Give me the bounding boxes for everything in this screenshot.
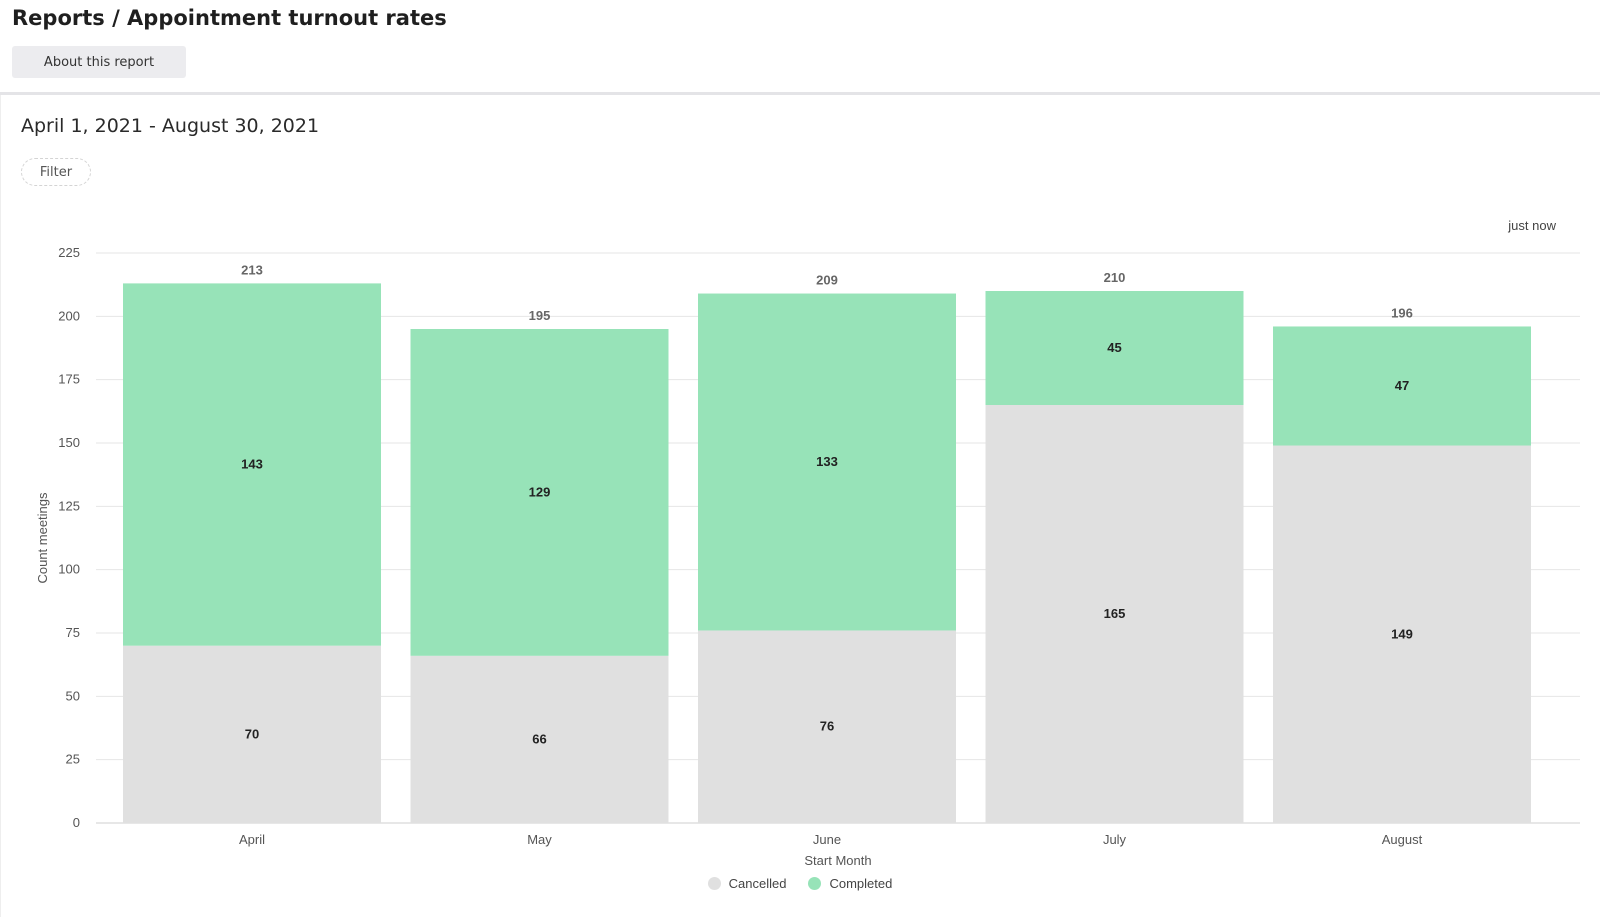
data-label-cancelled: 70 xyxy=(245,726,259,741)
data-label-completed: 45 xyxy=(1107,340,1121,355)
x-tick-label: April xyxy=(239,832,265,847)
legend-label-cancelled: Cancelled xyxy=(728,876,787,891)
data-label-completed: 133 xyxy=(816,454,838,469)
y-tick-label: 225 xyxy=(58,245,80,260)
bar-cancelled-july xyxy=(985,405,1244,823)
data-label-cancelled: 165 xyxy=(1104,606,1126,621)
last-updated-timestamp: just now xyxy=(1508,218,1556,233)
data-label-total: 195 xyxy=(529,308,551,323)
y-tick-label: 25 xyxy=(66,752,80,767)
bar-completed-august xyxy=(1273,326,1531,446)
y-tick-label: 50 xyxy=(66,688,80,703)
data-label-completed: 143 xyxy=(241,457,263,472)
page-title: Reports / Appointment turnout rates xyxy=(12,6,447,30)
x-tick-label: August xyxy=(1382,832,1423,847)
data-label-total: 213 xyxy=(241,262,263,277)
data-label-cancelled: 76 xyxy=(820,719,834,734)
legend-swatch-cancelled xyxy=(707,877,721,890)
bar-cancelled-april xyxy=(123,645,381,823)
x-tick-label: June xyxy=(813,832,841,847)
y-tick-label: 150 xyxy=(58,435,80,450)
y-tick-label: 100 xyxy=(58,562,80,577)
y-axis-label: Count meetings xyxy=(35,492,50,584)
y-tick-label: 0 xyxy=(73,815,80,830)
bar-completed-may xyxy=(410,329,669,656)
data-label-total: 196 xyxy=(1391,305,1413,320)
bar-completed-july xyxy=(985,291,1244,405)
data-label-total: 210 xyxy=(1104,270,1126,285)
bar-completed-june xyxy=(698,293,956,631)
bar-cancelled-june xyxy=(698,630,956,823)
legend-item-completed[interactable]: Completed xyxy=(808,876,892,891)
x-tick-label: July xyxy=(1103,832,1127,847)
data-label-cancelled: 66 xyxy=(532,731,546,746)
chart-legend: Cancelled Completed xyxy=(0,876,1600,891)
filter-button[interactable]: Filter xyxy=(21,158,91,186)
y-tick-label: 200 xyxy=(58,308,80,323)
report-header: Reports / Appointment turnout rates Abou… xyxy=(0,0,1600,95)
data-label-completed: 47 xyxy=(1395,378,1409,393)
bar-cancelled-august xyxy=(1273,445,1531,823)
bar-cancelled-may xyxy=(410,655,669,823)
turnout-bar-chart: 0 25 50 75 100 125 150 175 200 225 Count meetings 7… xyxy=(35,245,1580,868)
legend-swatch-completed xyxy=(808,877,822,890)
legend-label-completed: Completed xyxy=(829,876,893,891)
legend-item-cancelled[interactable]: Cancelled xyxy=(707,876,787,891)
data-label-cancelled: 149 xyxy=(1391,626,1413,641)
y-tick-label: 125 xyxy=(58,498,80,513)
y-tick-label: 75 xyxy=(66,625,80,640)
data-label-completed: 129 xyxy=(529,484,551,499)
y-tick-label: 175 xyxy=(58,372,80,387)
x-axis-label: Start Month xyxy=(804,853,871,868)
about-report-button[interactable]: About this report xyxy=(12,46,186,78)
data-label-total: 209 xyxy=(816,273,838,288)
x-tick-label: May xyxy=(527,832,552,847)
date-range: April 1, 2021 - August 30, 2021 xyxy=(21,115,320,137)
bar-completed-april xyxy=(123,283,381,646)
